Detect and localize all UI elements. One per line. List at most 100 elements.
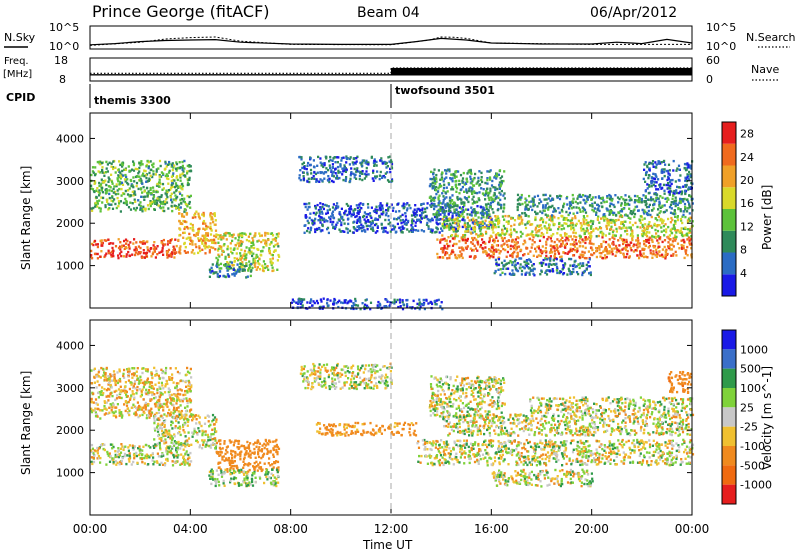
range-cell — [555, 262, 558, 266]
range-cell — [120, 245, 123, 248]
range-cell — [405, 218, 408, 221]
range-cell — [146, 160, 149, 163]
range-cell — [468, 225, 471, 228]
range-cell — [335, 223, 338, 226]
range-cell — [548, 223, 551, 227]
range-cell — [93, 180, 96, 183]
range-cell — [518, 196, 522, 199]
range-cell — [680, 227, 683, 230]
range-cell — [495, 177, 498, 180]
range-cell — [179, 174, 182, 177]
range-cell — [451, 249, 454, 252]
range-cell — [159, 182, 162, 186]
range-cell — [623, 241, 626, 244]
range-cell — [608, 250, 611, 253]
range-cell — [100, 250, 103, 253]
range-cell — [638, 218, 641, 221]
range-cell — [273, 238, 276, 241]
range-cell — [396, 298, 399, 302]
range-cell — [341, 167, 344, 170]
range-cell — [494, 174, 497, 178]
range-cell — [628, 226, 631, 229]
range-cell — [398, 210, 401, 213]
y-tick-label: 1000 — [56, 260, 84, 273]
range-cell — [658, 211, 661, 215]
range-cell — [496, 208, 499, 212]
range-cell — [332, 203, 335, 206]
range-cell — [439, 305, 442, 308]
range-cell — [150, 454, 153, 457]
range-cell — [141, 449, 144, 452]
range-cell — [539, 218, 542, 222]
range-cell — [181, 213, 184, 216]
range-cell — [318, 180, 321, 183]
range-cell — [497, 173, 500, 176]
range-cell — [96, 257, 99, 260]
range-cell — [367, 224, 370, 228]
range-cell — [324, 219, 328, 222]
range-cell — [592, 220, 595, 223]
range-cell — [112, 458, 115, 462]
range-cell — [135, 184, 138, 188]
range-cell — [587, 250, 590, 253]
range-cell — [624, 248, 628, 252]
range-cell — [509, 244, 512, 248]
range-cell — [634, 221, 637, 225]
range-cell — [608, 221, 611, 224]
range-cell — [643, 163, 646, 166]
range-cell — [573, 228, 576, 232]
range-cell — [201, 242, 204, 245]
range-cell — [380, 223, 383, 226]
range-cell — [271, 257, 274, 260]
range-cell — [415, 210, 418, 213]
range-cell — [344, 170, 347, 173]
range-cell — [452, 188, 455, 191]
range-cell — [510, 261, 513, 264]
range-cell — [208, 239, 211, 242]
range-cell — [495, 250, 498, 253]
range-cell — [551, 251, 554, 254]
range-cell — [134, 253, 137, 257]
range-cell — [648, 224, 651, 228]
range-cell — [479, 234, 482, 237]
range-cell — [672, 245, 675, 248]
range-cell — [427, 302, 430, 305]
range-cell — [340, 156, 343, 160]
range-cell — [270, 263, 273, 267]
range-cell — [183, 197, 186, 200]
range-cell — [538, 202, 541, 205]
range-cell — [375, 160, 378, 164]
range-cell — [191, 249, 194, 252]
range-cell — [629, 197, 632, 200]
range-cell — [583, 222, 586, 226]
range-cell — [482, 188, 485, 191]
range-cell — [661, 186, 664, 190]
range-cell — [443, 183, 446, 186]
range-cell — [214, 219, 217, 222]
range-cell — [112, 187, 115, 191]
freq-tick-top: 18 — [54, 54, 68, 67]
range-cell — [384, 230, 387, 233]
range-cell — [461, 225, 464, 229]
range-cell — [175, 244, 178, 248]
range-cell — [342, 301, 345, 305]
range-cell — [548, 205, 551, 209]
range-cell — [401, 213, 404, 217]
range-cell — [647, 205, 650, 209]
range-cell — [631, 238, 634, 242]
range-cell — [562, 272, 566, 275]
range-cell — [644, 210, 647, 214]
range-cell — [349, 177, 352, 181]
range-cell — [537, 254, 540, 257]
range-cell — [481, 209, 484, 212]
range-cell — [583, 199, 586, 202]
range-cell — [489, 249, 492, 252]
range-cell — [202, 239, 205, 242]
range-cell — [296, 302, 300, 305]
range-cell — [119, 171, 122, 174]
range-cell — [93, 190, 96, 194]
range-cell — [495, 195, 498, 198]
range-cell — [442, 189, 445, 192]
range-cell — [599, 227, 603, 230]
